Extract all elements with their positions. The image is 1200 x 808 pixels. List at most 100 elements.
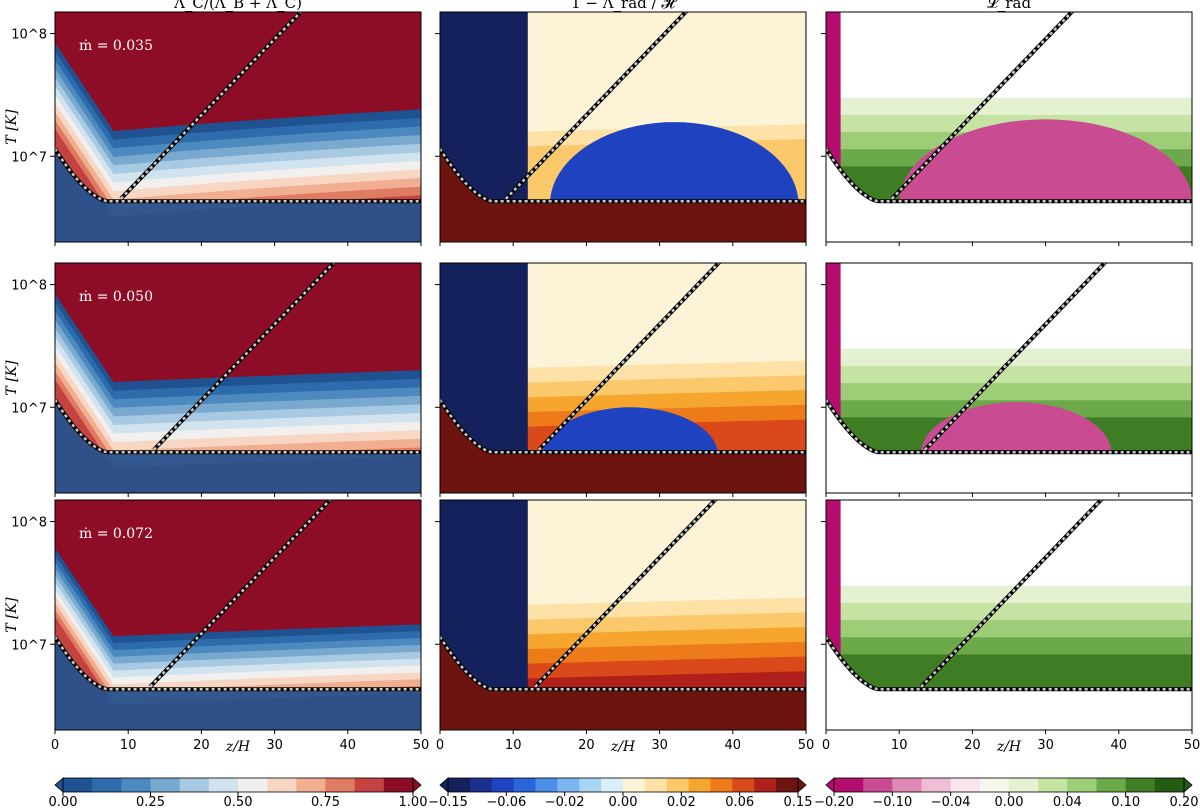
x-tick-label: 40	[1111, 738, 1128, 753]
colorbar-tick-label: −0.10	[872, 795, 912, 808]
colorbar-tick-label: 0.20	[1170, 795, 1199, 808]
colorbar-swatch	[979, 778, 1010, 792]
colorbar-swatch	[1009, 778, 1039, 792]
colorbar-swatch	[1038, 778, 1068, 792]
x-tick-label: 10	[505, 738, 522, 753]
panel-2-1	[440, 500, 806, 730]
colorbar-swatch	[732, 778, 755, 792]
colorbar-extend-low	[54, 777, 64, 793]
panel-frame	[825, 499, 1193, 731]
panel-frame	[54, 262, 422, 494]
colorbar-swatch	[448, 778, 471, 792]
colorbar-swatch	[688, 778, 711, 792]
colorbar-tick-label: 0.00	[49, 795, 78, 808]
colorbar-swatch	[601, 778, 624, 792]
colorbar-swatch	[863, 778, 893, 792]
colorbar-tick-label: 0.10	[1111, 795, 1140, 808]
colorbar-swatch	[557, 778, 580, 792]
x-tick-label: 10	[891, 738, 908, 753]
colorbar-swatch	[383, 778, 414, 792]
colorbar-swatch	[1154, 778, 1185, 792]
colorbar-swatch	[179, 778, 210, 792]
panel-0-2	[826, 12, 1192, 242]
panel-0-1	[440, 12, 806, 242]
x-tick-label: 30	[1037, 738, 1054, 753]
colorbar-swatch	[469, 778, 493, 792]
colorbar-swatch	[1096, 778, 1127, 792]
colorbar-swatch	[535, 778, 558, 792]
colorbar-tick-label: −0.15	[428, 795, 468, 808]
x-tick-label: 10	[120, 738, 137, 753]
colorbar-extend-high	[797, 777, 807, 793]
y-tick-label: 10^8	[11, 516, 47, 531]
colorbar-tick-label: −0.04	[931, 795, 971, 808]
panel-frame	[54, 11, 422, 243]
colorbar-swatch	[666, 778, 690, 792]
colorbar-tick-label: 0.06	[725, 795, 754, 808]
colorbar-swatch	[267, 778, 297, 792]
x-tick-label: 40	[725, 738, 742, 753]
panel-2-0	[55, 500, 421, 730]
colorbar-swatch	[63, 778, 93, 792]
y-tick-label: 10^7	[11, 150, 47, 165]
x-tick-label: 30	[266, 738, 283, 753]
panel-2-2	[826, 500, 1192, 730]
colorbar-extend-high	[1183, 777, 1193, 793]
colorbar-swatch	[623, 778, 646, 792]
y-axis-label: T [K]	[4, 109, 20, 145]
colorbar-swatch	[208, 778, 239, 792]
colorbar-tick-label: 0.02	[667, 795, 696, 808]
panel-frame	[54, 499, 422, 731]
x-tick-label: 50	[413, 738, 430, 753]
y-axis-label: T [K]	[4, 360, 20, 396]
colorbar-tick-label: 0.00	[609, 795, 638, 808]
column-title: Λ_C/(Λ_B + Λ_C)	[173, 0, 302, 12]
panel-frame	[825, 11, 1193, 243]
panel-1-1	[440, 263, 806, 493]
colorbar-swatch	[491, 778, 515, 792]
colorbar-swatch	[325, 778, 356, 792]
colorbar-swatch	[121, 778, 151, 792]
y-tick-label: 10^7	[11, 638, 47, 653]
colorbar-swatch	[296, 778, 326, 792]
colorbar-swatch	[150, 778, 181, 792]
y-tick-label: 10^8	[11, 28, 47, 43]
column-title: 1 − Λ_rad / 𝓗	[571, 0, 678, 12]
mdot-annotation: ṁ = 0.050	[79, 289, 153, 305]
colorbar-tick-label: −0.02	[545, 795, 585, 808]
colorbar-tick-label: 0.50	[224, 795, 253, 808]
panel-1-0	[55, 263, 421, 493]
colorbar-swatch	[513, 778, 536, 792]
panel-frame	[439, 499, 807, 731]
panel-0-0	[55, 12, 421, 242]
x-tick-label: 30	[651, 738, 668, 753]
mdot-annotation: ṁ = 0.072	[79, 526, 153, 542]
x-tick-label: 40	[340, 738, 357, 753]
x-tick-label: 20	[578, 738, 595, 753]
colorbar-tick-label: 1.00	[399, 795, 428, 808]
colorbar-swatch	[892, 778, 922, 792]
mdot-annotation: ṁ = 0.035	[79, 38, 153, 54]
x-axis-label: z/H	[610, 739, 636, 755]
colorbar-swatch	[92, 778, 122, 792]
panel-frame	[825, 262, 1193, 494]
colorbar-swatch	[921, 778, 952, 792]
colorbar-swatch	[754, 778, 777, 792]
colorbar-swatch	[579, 778, 602, 792]
colorbar-extend-low	[439, 777, 449, 793]
colorbar-swatch	[238, 778, 268, 792]
colorbar-tick-label: −0.20	[814, 795, 854, 808]
y-tick-label: 10^8	[11, 279, 47, 294]
colorbar-swatch	[776, 778, 799, 792]
colorbar-tick-label: 0.04	[1053, 795, 1082, 808]
colorbar-tick-label: 0.00	[995, 795, 1024, 808]
colorbar-swatch	[950, 778, 981, 792]
colorbar-extend-high	[412, 777, 422, 793]
colorbar-swatch	[710, 778, 733, 792]
x-tick-label: 20	[193, 738, 210, 753]
x-axis-label: z/H	[996, 739, 1022, 755]
x-tick-label: 0	[51, 738, 59, 753]
x-tick-label: 50	[1184, 738, 1200, 753]
colorbar-swatch	[354, 778, 385, 792]
